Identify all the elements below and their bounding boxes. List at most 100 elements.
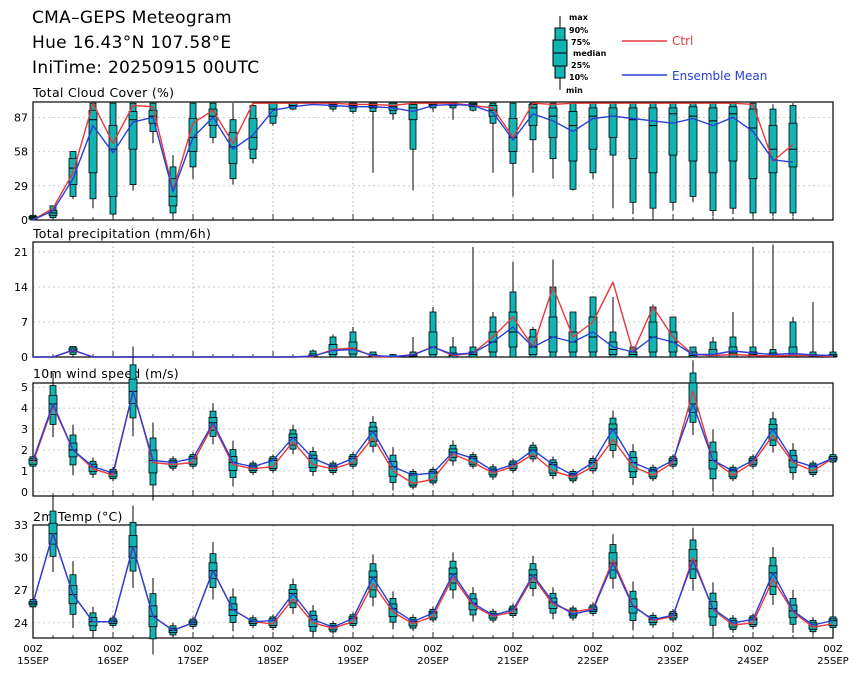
y-tick-label: 24 <box>14 617 28 630</box>
x-tick-label-date: 15SEP <box>17 656 48 667</box>
box-inner <box>388 603 398 618</box>
legend-label-25: 25% <box>571 61 590 70</box>
box-inner <box>428 331 438 355</box>
x-tick-label-date: 18SEP <box>257 656 288 667</box>
y-tick-label: 7 <box>21 316 28 329</box>
y-tick-label: 0 <box>21 486 28 499</box>
y-tick-label: 87 <box>14 111 28 124</box>
panel-title: Total Cloud Cover (%) <box>32 85 174 100</box>
meteogram-title: CMA–GEPS Meteogram <box>32 8 232 28</box>
box-inner <box>568 111 578 162</box>
x-tick-label-hour: 00Z <box>103 644 123 655</box>
panel-3: 24 27 30 33 2m Temp (°C) <box>14 495 838 655</box>
ensemble-mean-line <box>32 103 794 221</box>
x-tick-label-hour: 00Z <box>23 644 43 655</box>
x-tick-label-date: 23SEP <box>657 656 688 667</box>
x-tick-label-hour: 00Z <box>423 644 443 655</box>
box-inner <box>548 316 558 353</box>
box-inner <box>268 458 278 469</box>
box-inner <box>768 423 778 441</box>
x-tick-label-hour: 00Z <box>743 644 763 655</box>
box-inner <box>448 567 458 584</box>
ensemble-mean-line <box>32 390 834 476</box>
y-tick-label: 1 <box>21 465 28 478</box>
box-inner <box>368 426 378 442</box>
x-tick-label-hour: 00Z <box>343 644 363 655</box>
box-inner <box>288 588 298 604</box>
box-inner <box>688 106 698 162</box>
box-inner <box>188 456 198 465</box>
box-inner <box>688 382 698 413</box>
y-tick-label: 3 <box>21 423 28 436</box>
box-inner <box>828 618 838 626</box>
y-tick-label: 14 <box>14 281 28 294</box>
y-tick-label: 5 <box>21 381 28 394</box>
box-inner <box>768 565 778 587</box>
panel-1: 0 7 14 21 Total precipitation (mm/6h) <box>14 226 838 364</box>
ensemble-mean-line <box>33 326 834 358</box>
meteogram-header: CMA–GEPS Meteogram Hue 16.43°N 107.58°E … <box>0 0 860 100</box>
init-time-label: IniTime: 20250915 00UTC <box>32 58 260 78</box>
legend-label-90: 90% <box>569 26 588 35</box>
x-tick-label-hour: 00Z <box>583 644 603 655</box>
box-inner <box>748 108 758 180</box>
box-inner <box>428 470 438 482</box>
box-inner <box>268 618 278 626</box>
box-inner <box>788 346 798 358</box>
y-tick-label: 33 <box>14 519 28 532</box>
box-inner <box>628 107 638 160</box>
x-tick-label-date: 19SEP <box>337 656 368 667</box>
box-inner <box>108 125 118 197</box>
box-inner <box>608 423 618 445</box>
box-inner <box>248 118 258 150</box>
y-tick-label: 2 <box>21 444 28 457</box>
box-inner <box>588 107 598 150</box>
x-tick-label-date: 16SEP <box>97 656 128 667</box>
x-tick-label-date: 17SEP <box>177 656 208 667</box>
y-tick-label: 30 <box>14 552 28 565</box>
legend-label-min: min <box>566 86 583 95</box>
box-inner <box>648 107 658 174</box>
y-tick-label: 0 <box>21 214 28 227</box>
y-tick-label: 27 <box>14 584 28 597</box>
x-tick-label-date: 22SEP <box>577 656 608 667</box>
legend-label-max: max <box>569 13 589 22</box>
ctrl-line <box>32 102 794 221</box>
box-inner <box>628 457 638 473</box>
panel-title: 2m Temp (°C) <box>33 509 123 524</box>
y-tick-label: 4 <box>21 402 28 415</box>
x-tick-label-hour: 00Z <box>183 644 203 655</box>
y-tick-label: 29 <box>14 180 28 193</box>
y-tick-label: 21 <box>14 246 28 259</box>
box-inner <box>88 109 98 174</box>
box-inner <box>388 460 398 477</box>
panel-title: Total precipitation (mm/6h) <box>32 226 211 241</box>
x-tick-label-date: 24SEP <box>737 656 768 667</box>
x-tick-label-hour: 00Z <box>503 644 523 655</box>
y-tick-label: 58 <box>14 146 28 159</box>
location-label: Hue 16.43°N 107.58°E <box>32 33 232 53</box>
box-inner <box>668 107 678 156</box>
box-inner <box>728 106 738 162</box>
x-tick-label-date: 20SEP <box>417 656 448 667</box>
box-inner <box>368 570 378 591</box>
box-inner <box>128 111 138 150</box>
legend-label-75: 75% <box>571 38 590 47</box>
x-tick-label-date: 25SEP <box>817 656 848 667</box>
box-inner <box>608 107 618 138</box>
legend: max 90% 75% median 25% 10% min Ctrl Ense… <box>552 13 767 95</box>
ensemble-mean-line <box>32 533 834 632</box>
box-inner <box>408 472 418 486</box>
panel-2: 0 1 2 3 4 5 10m wind speed (m/s) <box>21 346 838 501</box>
legend-label-median: median <box>573 49 607 58</box>
legend-ctrl-label: Ctrl <box>672 34 693 48</box>
x-tick-label-date: 21SEP <box>497 656 528 667</box>
panel-title: 10m wind speed (m/s) <box>33 366 179 381</box>
x-tick-label-hour: 00Z <box>823 644 843 655</box>
box-inner <box>308 454 318 469</box>
legend-label-10: 10% <box>569 73 588 82</box>
ctrl-line <box>32 390 834 485</box>
box-inner <box>288 433 298 446</box>
x-tick-label-hour: 00Z <box>663 644 683 655</box>
